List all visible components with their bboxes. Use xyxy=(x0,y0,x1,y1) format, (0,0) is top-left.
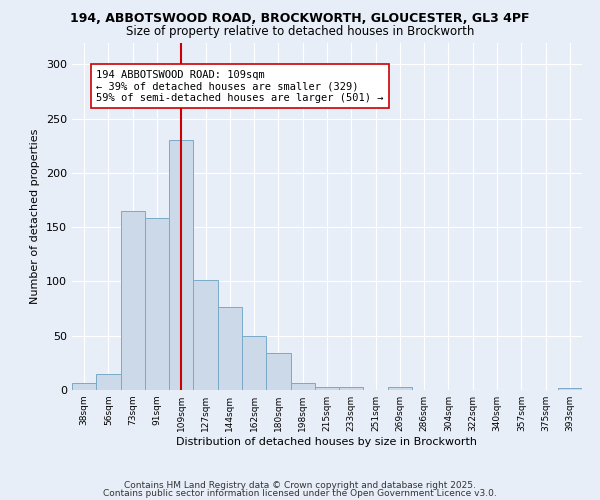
Bar xyxy=(242,336,266,390)
Bar xyxy=(266,353,290,390)
Bar xyxy=(193,280,218,390)
Text: 194, ABBOTSWOOD ROAD, BROCKWORTH, GLOUCESTER, GL3 4PF: 194, ABBOTSWOOD ROAD, BROCKWORTH, GLOUCE… xyxy=(70,12,530,26)
Bar xyxy=(558,388,582,390)
Text: Contains HM Land Registry data © Crown copyright and database right 2025.: Contains HM Land Registry data © Crown c… xyxy=(124,481,476,490)
Bar xyxy=(388,386,412,390)
X-axis label: Distribution of detached houses by size in Brockworth: Distribution of detached houses by size … xyxy=(176,437,478,447)
Bar xyxy=(315,386,339,390)
Text: Size of property relative to detached houses in Brockworth: Size of property relative to detached ho… xyxy=(126,25,474,38)
Text: Contains public sector information licensed under the Open Government Licence v3: Contains public sector information licen… xyxy=(103,488,497,498)
Bar xyxy=(96,374,121,390)
Bar xyxy=(290,384,315,390)
Bar xyxy=(169,140,193,390)
Bar xyxy=(121,211,145,390)
Y-axis label: Number of detached properties: Number of detached properties xyxy=(31,128,40,304)
Bar xyxy=(218,308,242,390)
Bar xyxy=(339,386,364,390)
Text: 194 ABBOTSWOOD ROAD: 109sqm
← 39% of detached houses are smaller (329)
59% of se: 194 ABBOTSWOOD ROAD: 109sqm ← 39% of det… xyxy=(96,70,384,103)
Bar xyxy=(72,384,96,390)
Bar xyxy=(145,218,169,390)
